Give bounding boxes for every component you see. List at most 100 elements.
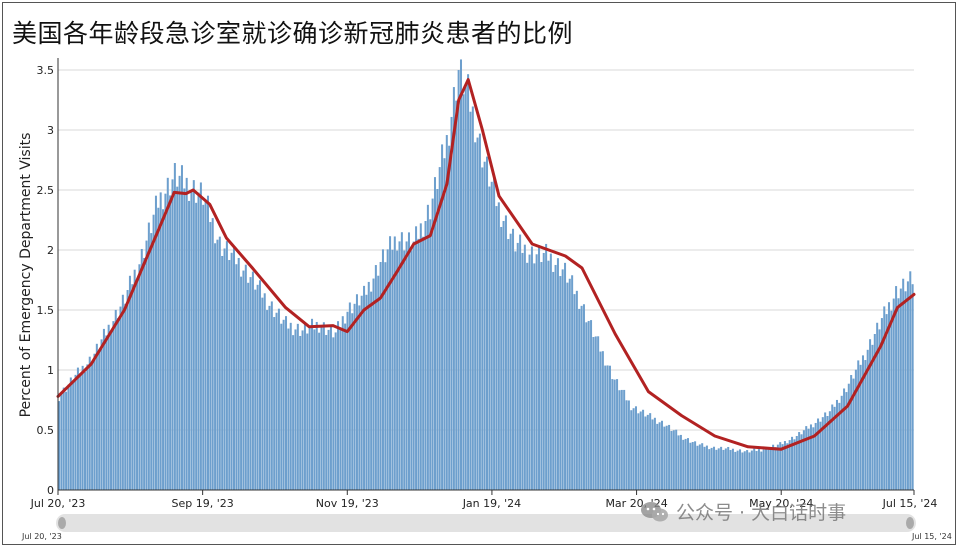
bar — [852, 378, 855, 490]
bar — [694, 441, 697, 490]
bar — [320, 327, 323, 490]
bar — [760, 451, 763, 490]
bar — [443, 158, 446, 490]
bar — [549, 253, 552, 490]
bar — [355, 294, 358, 490]
bar — [869, 339, 872, 490]
bar — [594, 336, 597, 490]
bar — [256, 284, 259, 490]
bar — [495, 206, 498, 490]
bar — [107, 324, 110, 490]
bar — [351, 313, 354, 490]
bar — [729, 450, 732, 490]
bar — [909, 271, 912, 490]
bar — [904, 291, 907, 490]
bar — [76, 367, 79, 490]
bar — [251, 271, 254, 490]
bar — [188, 200, 191, 490]
bar — [225, 241, 228, 490]
bar — [199, 182, 202, 490]
bar — [493, 177, 496, 490]
bar — [795, 436, 798, 490]
bar — [559, 276, 562, 490]
bar — [171, 179, 174, 490]
bar — [616, 379, 619, 490]
bar — [221, 255, 224, 490]
bar — [429, 219, 432, 490]
bar — [911, 284, 914, 490]
bar — [776, 444, 779, 490]
bar — [74, 374, 77, 490]
bar — [791, 436, 794, 490]
bar — [240, 276, 243, 490]
bar — [311, 318, 314, 490]
bar — [268, 305, 271, 490]
bar — [81, 365, 84, 490]
bar — [112, 321, 115, 490]
bar — [235, 264, 238, 490]
bar — [873, 334, 876, 490]
bar — [713, 446, 716, 490]
bar — [665, 425, 668, 490]
bar — [133, 269, 136, 490]
trend-line — [56, 78, 916, 451]
bar — [365, 294, 368, 490]
bar — [739, 449, 742, 490]
bar — [750, 450, 753, 490]
bar — [746, 450, 749, 490]
bar — [488, 186, 491, 490]
bar — [136, 279, 139, 490]
bar — [772, 444, 775, 490]
bar — [98, 349, 101, 490]
bar — [244, 264, 247, 490]
bar — [554, 264, 557, 490]
bar — [301, 330, 304, 490]
bar — [859, 364, 862, 490]
bar — [162, 209, 165, 490]
bar — [892, 298, 895, 490]
bar — [845, 392, 848, 490]
chart-title: 美国各年龄段急诊室就诊确诊新冠肺炎患者的比例 — [12, 19, 574, 48]
bar — [377, 275, 380, 490]
bar — [623, 389, 626, 490]
bar — [478, 133, 481, 490]
bar — [242, 270, 245, 490]
bar — [677, 435, 680, 490]
bar — [405, 241, 408, 490]
bar — [195, 202, 198, 490]
bar — [150, 233, 153, 491]
bar — [204, 199, 207, 490]
bar — [556, 258, 559, 490]
bar — [237, 257, 240, 490]
bar — [755, 451, 758, 490]
bar — [696, 445, 699, 490]
bar — [783, 441, 786, 490]
bar — [538, 245, 541, 490]
bar — [152, 214, 155, 490]
bar — [209, 222, 212, 491]
bar — [876, 322, 879, 490]
bar — [299, 335, 302, 490]
bar — [422, 236, 425, 490]
range-start-handle[interactable] — [58, 517, 66, 529]
y-tick-label: 1 — [47, 364, 54, 377]
bar — [358, 305, 361, 490]
bar — [866, 349, 869, 490]
bar — [639, 411, 642, 490]
bar — [535, 254, 538, 490]
bar — [611, 379, 614, 490]
bar — [372, 278, 375, 490]
bar — [131, 284, 134, 490]
bar — [902, 278, 905, 490]
bar — [254, 289, 257, 490]
bar — [566, 282, 569, 490]
bar — [424, 221, 427, 490]
range-navigator[interactable] — [56, 514, 916, 532]
range-end-handle[interactable] — [906, 517, 914, 529]
bar — [105, 335, 108, 490]
bar — [670, 430, 673, 490]
bar — [431, 198, 434, 491]
bar — [509, 233, 512, 490]
bar-series — [58, 59, 914, 491]
bar — [887, 302, 891, 490]
